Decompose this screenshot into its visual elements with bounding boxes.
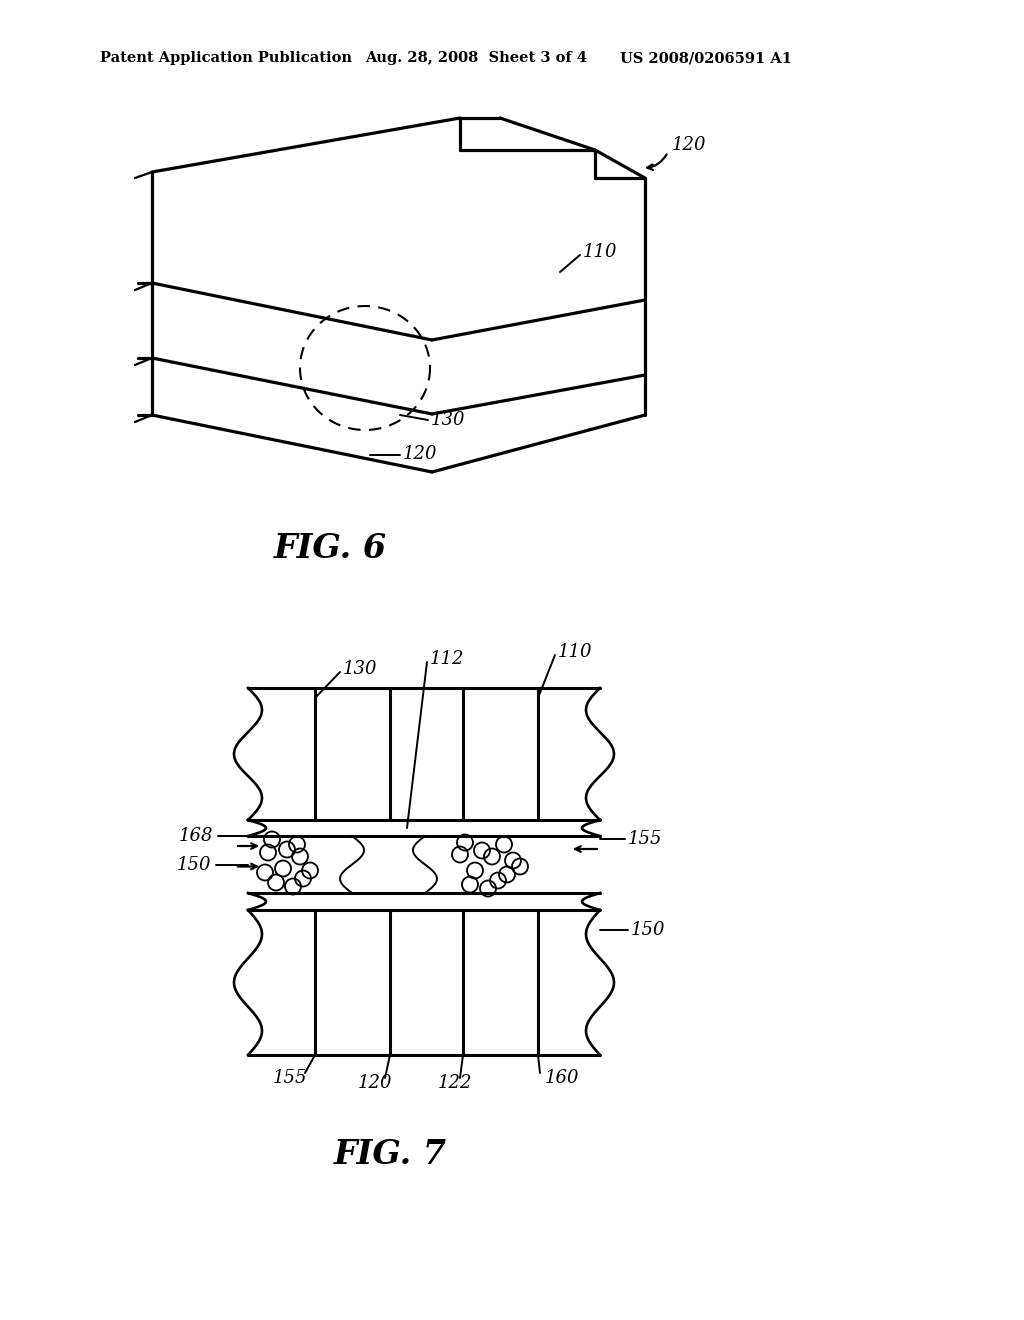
Text: 110: 110 — [558, 643, 593, 661]
Text: Aug. 28, 2008  Sheet 3 of 4: Aug. 28, 2008 Sheet 3 of 4 — [365, 51, 587, 65]
Text: 120: 120 — [672, 136, 707, 154]
Text: 130: 130 — [343, 660, 378, 678]
Text: US 2008/0206591 A1: US 2008/0206591 A1 — [620, 51, 792, 65]
Text: 130: 130 — [431, 411, 466, 429]
Text: FIG. 6: FIG. 6 — [273, 532, 387, 565]
Text: 168: 168 — [178, 828, 213, 845]
Text: 122: 122 — [437, 1074, 472, 1092]
Text: FIG. 7: FIG. 7 — [334, 1138, 446, 1172]
Text: 112: 112 — [430, 649, 465, 668]
Text: 155: 155 — [628, 830, 663, 847]
Text: 110: 110 — [583, 243, 617, 261]
Text: 120: 120 — [403, 445, 437, 463]
Text: 150: 150 — [176, 855, 211, 874]
Text: 120: 120 — [357, 1074, 392, 1092]
Text: 160: 160 — [545, 1069, 580, 1086]
Text: 155: 155 — [272, 1069, 307, 1086]
Text: 150: 150 — [631, 921, 666, 939]
Text: Patent Application Publication: Patent Application Publication — [100, 51, 352, 65]
